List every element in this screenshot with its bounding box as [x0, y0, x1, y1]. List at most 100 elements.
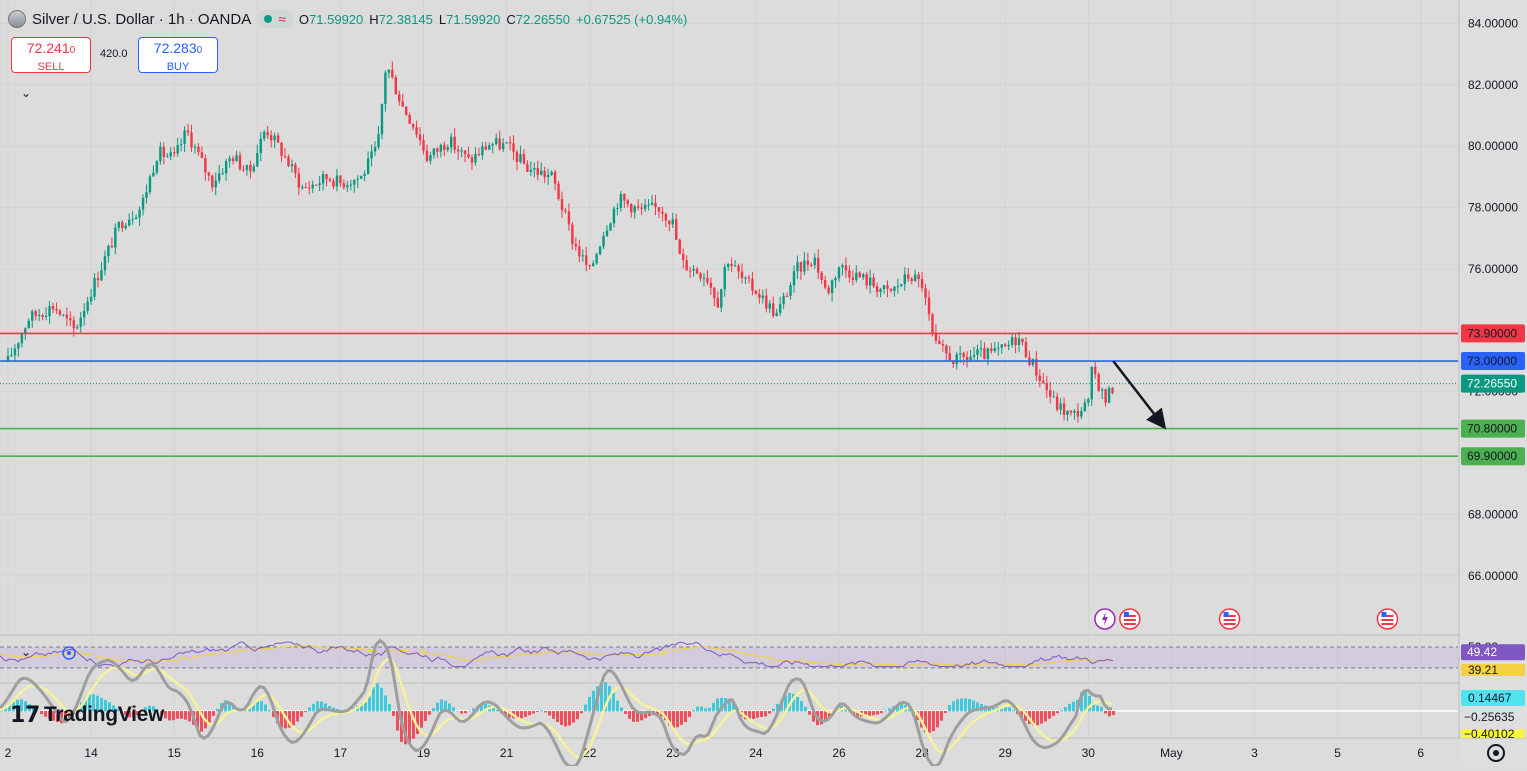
market-status-pill[interactable]: ≈ [257, 10, 293, 28]
grid [0, 0, 1458, 738]
macd-histogram-bar [496, 709, 499, 712]
candle-body [204, 158, 207, 173]
macd-histogram-bar [584, 704, 587, 712]
sell-button[interactable]: 72.2410 SELL [11, 37, 91, 73]
candle-body [913, 274, 917, 282]
candle-body [522, 154, 526, 164]
macd-histogram-bar [636, 711, 639, 722]
macd-histogram-bar [312, 703, 315, 712]
symbol-title[interactable]: Silver / U.S. Dollar · 1h · OANDA [32, 10, 252, 28]
candle-body [1021, 338, 1024, 342]
candle-body [591, 263, 595, 266]
candle-body [1038, 375, 1042, 381]
candle-body [844, 265, 848, 271]
x-tick-label: 6 [1417, 746, 1424, 760]
us-flag-event-icon[interactable] [1119, 608, 1141, 630]
us-flag-event-icon[interactable] [1218, 608, 1241, 630]
macd-histogram-bar [212, 711, 215, 716]
candle-body [363, 173, 366, 176]
candle-body [58, 310, 62, 315]
macd-histogram-bar [428, 711, 431, 715]
candle-body [872, 277, 875, 287]
collapse-legend-chevron-icon[interactable]: ⌄ [20, 86, 32, 100]
candle-body [796, 262, 799, 272]
candle-body [1031, 359, 1035, 365]
x-tick-label: 3 [1251, 746, 1258, 760]
candle-body [467, 154, 470, 158]
macd-histogram-bar [820, 711, 823, 725]
candle-body [754, 290, 758, 295]
candle-body [124, 225, 127, 229]
candle-body [747, 277, 751, 279]
candle-body [498, 138, 501, 150]
candle-body [505, 142, 508, 144]
macd-histogram-bar [792, 693, 795, 712]
candle-body [353, 179, 356, 185]
candle-body [276, 135, 280, 143]
macd-histogram-bar [116, 708, 119, 712]
macd-histogram-bar [432, 708, 435, 712]
candle-body [325, 174, 328, 180]
earnings-bolt-icon[interactable] [1094, 608, 1116, 630]
macd-histogram-bar [896, 704, 899, 712]
macd-histogram-bar [120, 711, 123, 713]
macd-histogram-bar [392, 711, 395, 716]
candle-body [841, 265, 844, 268]
candle-body [1024, 341, 1028, 358]
us-flag-event-icon[interactable] [1376, 608, 1399, 630]
candle-body [990, 348, 993, 352]
candle-body [141, 197, 145, 210]
macd-histogram-bar [580, 711, 583, 714]
candle-body [692, 268, 695, 271]
candle-body [263, 131, 266, 139]
candle-body [380, 103, 384, 135]
macd-histogram-bar [420, 711, 423, 728]
candle-body [41, 315, 44, 317]
candle-body [668, 220, 671, 225]
candle-body [941, 344, 945, 346]
macd-histogram-bar [676, 711, 679, 728]
buy-button[interactable]: 72.2830 BUY [138, 37, 218, 73]
candle-body [955, 354, 958, 365]
macd-histogram-bar [252, 703, 255, 712]
macd-histogram-bar [1004, 706, 1007, 712]
macd-histogram-bar [24, 701, 27, 712]
candle-body [245, 164, 249, 170]
chart-settings-icon[interactable] [1487, 744, 1505, 762]
macd-histogram-bar [88, 694, 91, 712]
macd-histogram-bar [532, 711, 535, 714]
macd-histogram-bar [576, 711, 579, 720]
candle-body [813, 257, 816, 266]
macd-histogram-bar [924, 711, 927, 733]
candle-body [200, 152, 204, 159]
candle-body [716, 298, 720, 308]
candle-body [297, 173, 301, 188]
candle-body [1007, 344, 1010, 347]
pivot-label-bg [1461, 352, 1525, 371]
macd-histogram-bar [208, 711, 211, 723]
market-open-dot-icon [264, 15, 273, 23]
rsi-settings-icon[interactable] [62, 646, 76, 660]
candle-body [1045, 382, 1048, 391]
macd-label-1: 0.14467 [1468, 691, 1512, 705]
tradingview-logo[interactable]: 𝟭𝟳 TradingView [10, 702, 164, 728]
macd-label-3: −0.40102 [1464, 727, 1515, 741]
macd-histogram-bar [40, 711, 43, 715]
macd-histogram-bar [232, 705, 235, 712]
x-tick-label: 14 [84, 746, 98, 760]
macd-histogram-bar [592, 690, 595, 712]
candle-body [377, 134, 380, 148]
last-price-label-bg [1461, 374, 1525, 393]
macd-label-1-bg [1461, 690, 1525, 706]
collapse-rsi-chevron-icon[interactable]: ⌄ [20, 645, 32, 659]
candle-body [356, 178, 359, 180]
macd-histogram-bar [936, 711, 939, 728]
candle-body [415, 127, 418, 135]
macd-histogram-bar [396, 711, 399, 731]
candle-body [314, 184, 318, 186]
macd-histogram-bar [1072, 701, 1075, 712]
wave-icon: ≈ [278, 11, 286, 27]
candle-body [86, 301, 89, 311]
